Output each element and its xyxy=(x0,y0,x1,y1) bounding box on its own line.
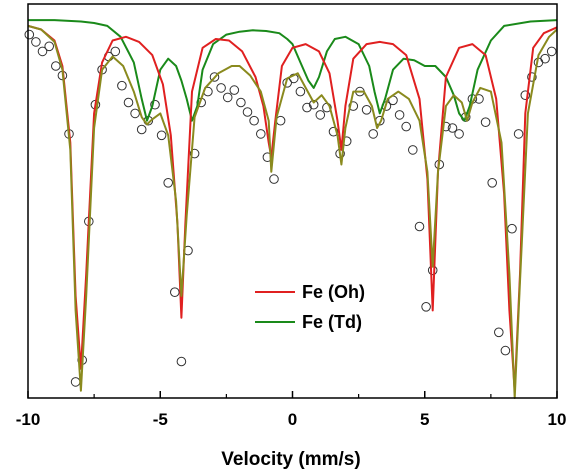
data-point xyxy=(540,53,550,64)
data-point xyxy=(328,126,339,137)
data-point xyxy=(24,29,35,40)
data-point xyxy=(480,117,491,127)
legend-label-td: Fe (Td) xyxy=(302,312,362,332)
x-tick-label: 5 xyxy=(420,410,429,429)
legend-label-oh: Fe (Oh) xyxy=(302,282,365,302)
data-point xyxy=(216,83,226,93)
legend: Fe (Oh) Fe (Td) xyxy=(255,282,365,332)
data-point xyxy=(130,108,140,119)
data-point xyxy=(150,99,160,110)
data-point xyxy=(222,92,233,103)
data-point xyxy=(249,115,259,126)
x-tick-label: 10 xyxy=(548,410,567,429)
data-point xyxy=(242,107,253,117)
data-point xyxy=(315,110,326,120)
data-point xyxy=(275,115,286,126)
data-point xyxy=(110,46,121,57)
data-point xyxy=(37,46,48,57)
data-point xyxy=(494,327,504,338)
data-point xyxy=(513,129,524,139)
data-point xyxy=(414,221,425,232)
data-point xyxy=(308,99,319,110)
data-point xyxy=(507,223,517,234)
data-point xyxy=(394,110,405,120)
data-point xyxy=(136,124,147,135)
data-point xyxy=(454,129,464,139)
data-point xyxy=(176,356,187,367)
x-tick-label: -5 xyxy=(153,410,168,429)
total-fit-line xyxy=(27,24,558,399)
data-point xyxy=(256,129,266,139)
x-axis-title: Velocity (mm/s) xyxy=(221,449,360,470)
data-point xyxy=(295,86,306,97)
data-point xyxy=(51,61,61,71)
x-tick-label: -10 xyxy=(16,410,41,429)
data-point xyxy=(487,178,498,188)
data-point xyxy=(269,174,279,184)
data-point xyxy=(117,80,127,91)
data-point xyxy=(209,72,220,82)
td-fit-line xyxy=(28,19,558,122)
data-point xyxy=(368,129,379,139)
data-point xyxy=(546,46,557,57)
data-point xyxy=(236,97,246,108)
data-point xyxy=(31,37,41,47)
data-point xyxy=(123,97,134,108)
oh-fit-line xyxy=(27,24,558,392)
data-point xyxy=(408,145,418,155)
data-point xyxy=(229,85,240,95)
data-point xyxy=(500,345,511,356)
data-point xyxy=(401,121,412,132)
data-point xyxy=(44,41,55,52)
axes: -10 -5 0 5 10 xyxy=(16,3,567,429)
data-point xyxy=(156,130,167,141)
data-point xyxy=(70,377,81,387)
plot-area xyxy=(24,19,558,399)
data-point xyxy=(520,90,531,100)
data-point xyxy=(421,302,431,312)
data-point xyxy=(163,178,173,188)
data-point xyxy=(348,101,359,111)
x-tick-label: 0 xyxy=(288,410,297,429)
data-point xyxy=(170,287,180,298)
data-point xyxy=(189,148,200,159)
data-point xyxy=(302,102,312,113)
data-point xyxy=(361,105,372,115)
data-point xyxy=(447,123,458,133)
data-point xyxy=(527,72,537,82)
